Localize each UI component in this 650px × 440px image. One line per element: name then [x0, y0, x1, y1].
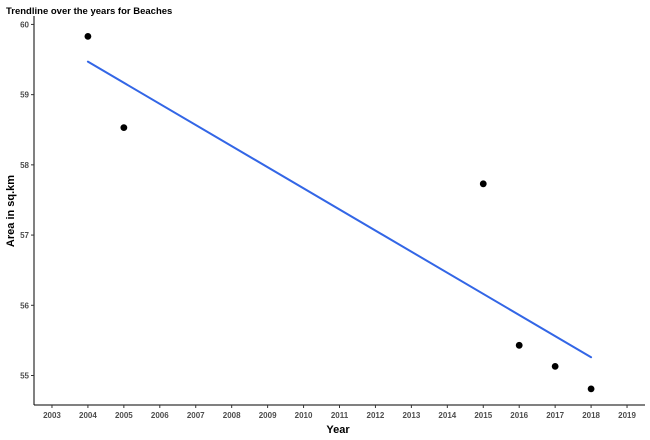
- y-tick-label: 60: [20, 20, 29, 29]
- x-tick-label: 2004: [79, 411, 97, 420]
- x-axis-ticks: 2003 2004 2005 2006 2007 2008 2009 2010 2011 2012…: [43, 405, 636, 420]
- data-point: [587, 385, 595, 393]
- data-point: [551, 362, 559, 370]
- x-tick-label: 2010: [295, 411, 313, 420]
- x-tick-label: 2007: [187, 411, 205, 420]
- points-layer: [84, 32, 595, 393]
- x-tick-label: 2017: [546, 411, 564, 420]
- x-tick-label: 2013: [402, 411, 420, 420]
- trendline-layer: [86, 60, 593, 359]
- y-tick-label: 55: [20, 372, 29, 381]
- data-point: [120, 124, 128, 132]
- y-axis-ticks: 55 56 57 58 59 60: [20, 20, 34, 381]
- x-tick-label: 2009: [259, 411, 277, 420]
- x-tick-label: 2014: [438, 411, 456, 420]
- x-tick-label: 2012: [367, 411, 385, 420]
- x-tick-label: 2006: [151, 411, 169, 420]
- x-axis-title: Year: [326, 424, 350, 436]
- x-tick-label: 2018: [582, 411, 600, 420]
- x-tick-label: 2019: [618, 411, 636, 420]
- data-point: [515, 341, 523, 349]
- data-point: [84, 32, 92, 40]
- x-tick-label: 2003: [43, 411, 61, 420]
- data-point: [479, 180, 487, 188]
- x-tick-label: 2005: [115, 411, 133, 420]
- x-tick-label: 2015: [474, 411, 492, 420]
- trendline: [86, 60, 593, 359]
- y-tick-label: 56: [20, 301, 29, 310]
- x-tick-label: 2008: [223, 411, 241, 420]
- y-tick-label: 57: [20, 231, 29, 240]
- x-tick-label: 2016: [510, 411, 528, 420]
- y-axis-title: Area in sq.km: [5, 175, 17, 247]
- chart-title: Trendline over the years for Beaches: [6, 6, 172, 17]
- y-tick-label: 59: [20, 91, 29, 100]
- y-tick-label: 58: [20, 161, 29, 170]
- x-tick-label: 2011: [331, 411, 349, 420]
